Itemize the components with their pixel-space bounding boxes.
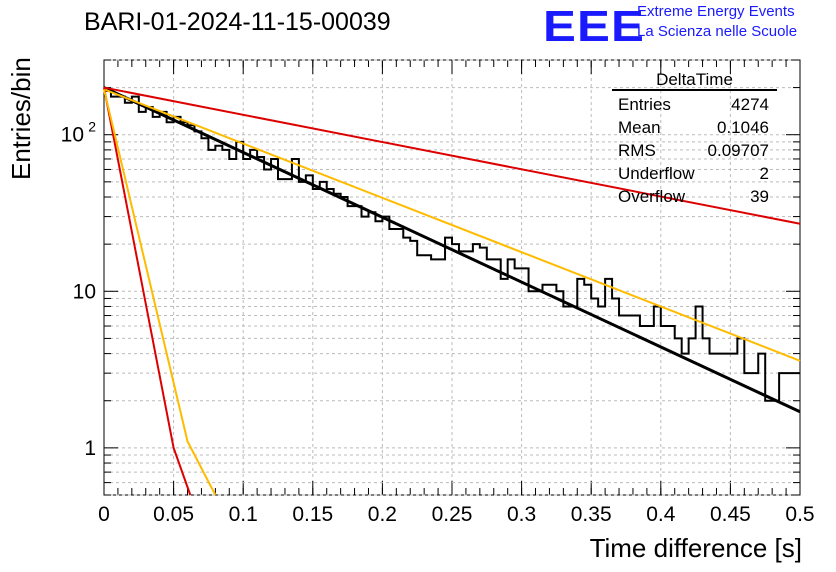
curve-fit (103, 86, 801, 414)
logo-line2: La Scienza nelle Scuole (637, 23, 798, 40)
stats-label: Entries (618, 95, 671, 114)
stats-label: Mean (618, 118, 661, 137)
x-tick-label: 0.5 (785, 503, 814, 526)
x-tick-label: 0.1 (229, 503, 258, 526)
stats-value: 39 (750, 187, 769, 206)
stats-row: Mean 0.1046 (612, 117, 777, 140)
x-tick-label: 0.05 (153, 503, 194, 526)
curve-orange_fast (103, 89, 217, 496)
x-tick-label: 0.35 (571, 503, 612, 526)
stats-label: Overflow (618, 187, 686, 206)
x-tick-label: 0 (98, 503, 110, 526)
stats-row: Overflow 39 (612, 186, 777, 209)
y-tick-label: 1 (84, 437, 96, 460)
stats-label: Underflow (618, 164, 695, 183)
x-tick-label: 0.2 (368, 503, 397, 526)
x-tick-label: 0.15 (292, 503, 333, 526)
x-tick-label: 0.3 (507, 503, 536, 526)
y-tick-label: 10 (73, 280, 96, 303)
curve-red_slow (103, 86, 801, 225)
logo-line1: Extreme Energy Events (637, 3, 795, 20)
stats-value: 0.1046 (717, 118, 769, 137)
y-tick-label: 10 (61, 124, 84, 147)
stats-title: DeltaTime (612, 70, 777, 91)
stats-box: DeltaTime Entries 4274 Mean 0.1046 RMS 0.09… (612, 70, 777, 209)
x-tick-label: 0.45 (710, 503, 751, 526)
histogram-series (104, 90, 800, 402)
y-axis-label: Entries/bin (6, 57, 36, 180)
y-tick-exponent: 2 (88, 119, 96, 135)
stats-value: 0.09707 (707, 141, 769, 160)
eee-logo: EEE (543, 2, 645, 51)
stats-row: Entries 4274 (612, 94, 777, 117)
curve-red_fast (103, 87, 192, 496)
x-tick-label: 0.25 (432, 503, 473, 526)
curve-orange_slow (103, 88, 801, 362)
stats-value: 2 (759, 164, 769, 183)
x-tick-label: 0.4 (646, 503, 676, 526)
x-axis-label: Time difference [s] (589, 533, 802, 563)
stats-row: RMS 0.09707 (612, 140, 777, 163)
stats-row: Underflow 2 (612, 163, 777, 186)
run-title: BARI-01-2024-11-15-00039 (84, 8, 391, 36)
stats-value: 4274 (731, 95, 769, 114)
stats-label: RMS (618, 141, 656, 160)
